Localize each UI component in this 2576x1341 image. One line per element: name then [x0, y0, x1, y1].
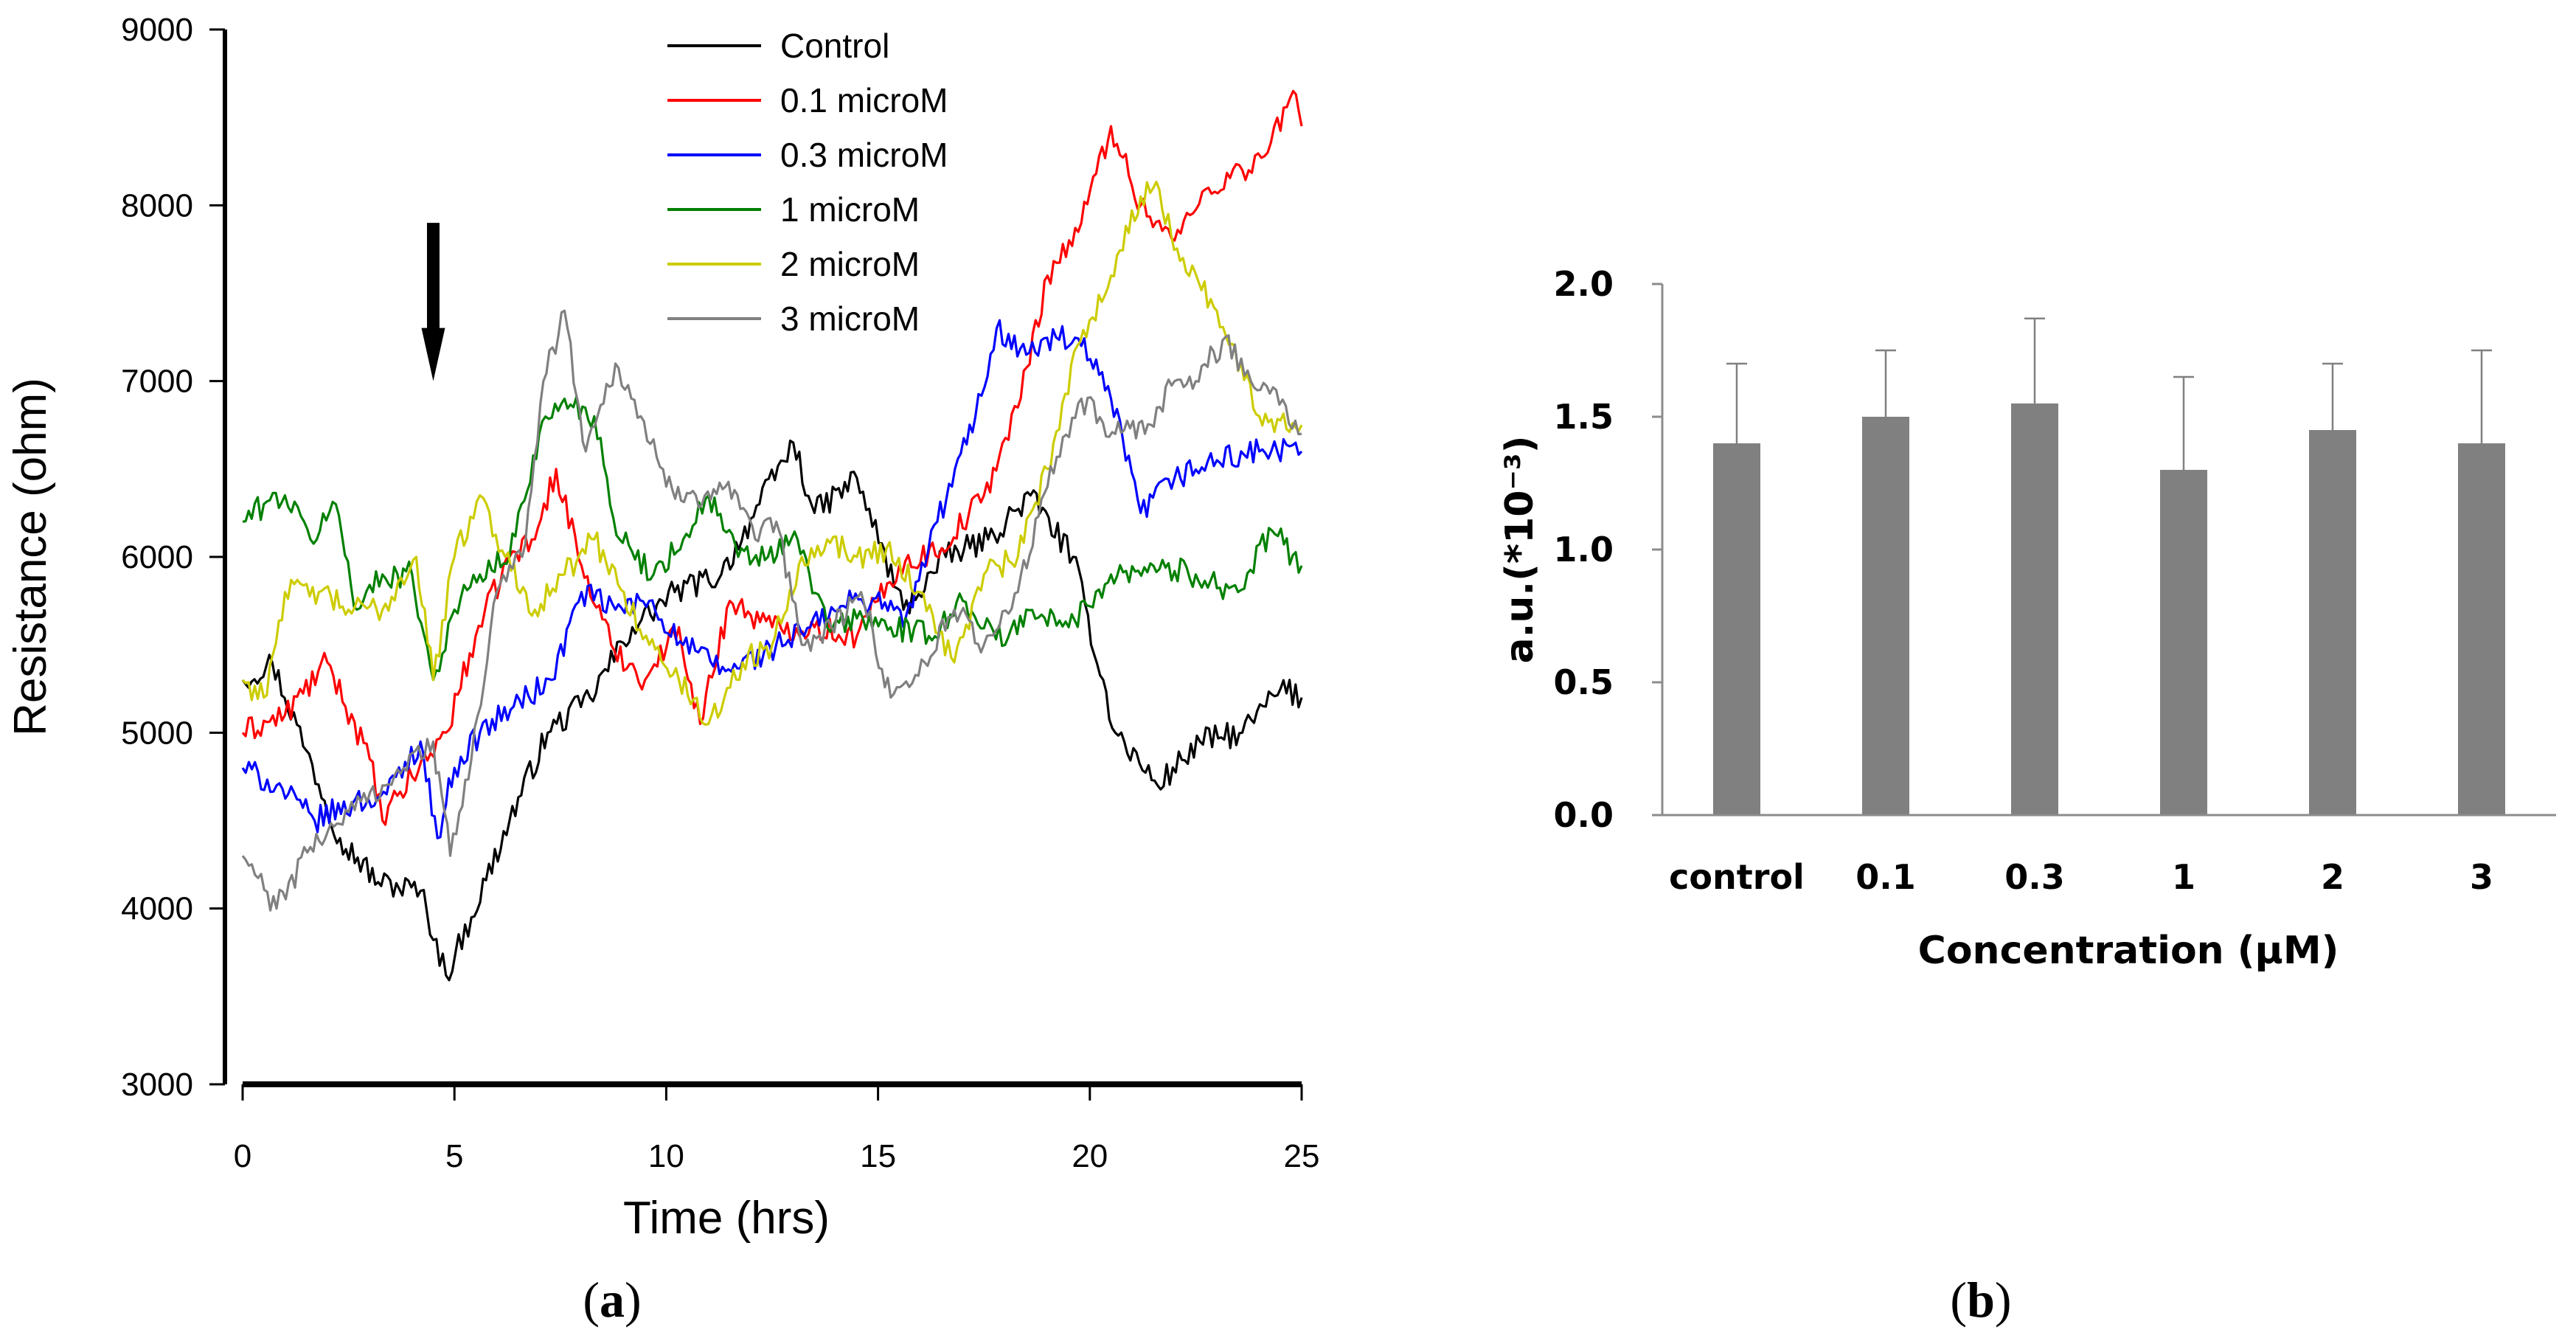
y-axis-ticks: 0.0 0.5 1.0 1.5 2.0 — [1554, 264, 1662, 835]
bar — [2309, 430, 2356, 815]
bar-chart-panel-b: 0.0 0.5 1.0 1.5 2.0 control 0.1 0.3 1 2 3 Concent… — [1498, 264, 2556, 1328]
x-tick-label: 3 — [2470, 857, 2493, 897]
x-tick-label: 10 — [648, 1138, 684, 1174]
x-axis-ticks: control 0.1 0.3 1 2 3 — [1669, 857, 2493, 897]
y-tick-label: 8000 — [121, 187, 193, 224]
legend-label: 3 microM — [780, 299, 920, 338]
bar-group — [1713, 317, 2505, 815]
x-tick-label: 0.3 — [2004, 857, 2065, 897]
legend-label: 2 microM — [780, 245, 920, 283]
x-tick-label: 1 — [2172, 857, 2195, 897]
y-tick-label: 1.0 — [1554, 530, 1614, 569]
y-tick-label: 6000 — [121, 539, 193, 575]
panel-label-a: (a) — [583, 1272, 641, 1328]
legend-label: 0.1 microM — [780, 81, 948, 119]
y-tick-label: 4000 — [121, 891, 193, 927]
y-tick-label: 2.0 — [1554, 264, 1614, 304]
y-tick-label: 1.5 — [1554, 397, 1614, 437]
y-tick-label: 0.5 — [1554, 662, 1614, 702]
line-series-group — [241, 89, 1303, 982]
y-tick-label: 7000 — [121, 364, 193, 400]
x-axis-label: Concentration (μM) — [1918, 929, 2339, 973]
x-tick-label: 0.1 — [1855, 857, 1916, 897]
legend-label: Control — [780, 27, 889, 65]
legend-label: 1 microM — [780, 190, 920, 229]
y-axis-ticks: 3000 4000 5000 6000 7000 8000 9000 — [121, 12, 225, 1103]
y-tick-label: 0.0 — [1554, 795, 1614, 835]
arrow-head — [421, 328, 445, 381]
x-tick-label: 5 — [445, 1138, 463, 1174]
bar — [1862, 417, 1909, 815]
x-axis-label: Time (hrs) — [623, 1193, 830, 1244]
y-tick-label: 3000 — [121, 1067, 193, 1103]
y-tick-label: 9000 — [121, 12, 193, 48]
x-axis-ticks: 0 5 10 15 20 25 — [234, 1084, 1320, 1174]
x-tick-label: 0 — [234, 1138, 251, 1174]
bar — [2458, 443, 2505, 815]
x-tick-label: 20 — [1072, 1138, 1108, 1174]
legend-label: 0.3 microM — [780, 136, 948, 174]
panel-label-a-letter: a — [600, 1272, 625, 1328]
x-tick-label: 25 — [1284, 1138, 1320, 1174]
series-line-0-1-microm — [241, 89, 1303, 826]
y-axis-label: Resistance (ohm) — [5, 378, 56, 736]
bar — [2011, 403, 2058, 815]
series-line-control — [241, 439, 1303, 982]
x-tick-label: control — [1669, 857, 1805, 897]
bar — [2160, 470, 2207, 815]
x-tick-label: 2 — [2321, 857, 2344, 897]
panel-label-b-letter: b — [1967, 1272, 1995, 1328]
series-line-3-microm — [241, 309, 1302, 912]
y-tick-label: 5000 — [121, 715, 193, 751]
panel-label-b: (b) — [1950, 1272, 2011, 1328]
annotation-arrow — [421, 223, 445, 381]
legend: Control 0.1 microM 0.3 microM 1 microM 2 mic… — [667, 27, 948, 338]
series-line-1-microm — [242, 395, 1303, 682]
y-axis-label: a.u.(*10⁻³) — [1498, 436, 1542, 664]
x-tick-label: 15 — [860, 1138, 896, 1174]
series-line-2-microm — [241, 180, 1303, 727]
bar — [1713, 443, 1760, 815]
